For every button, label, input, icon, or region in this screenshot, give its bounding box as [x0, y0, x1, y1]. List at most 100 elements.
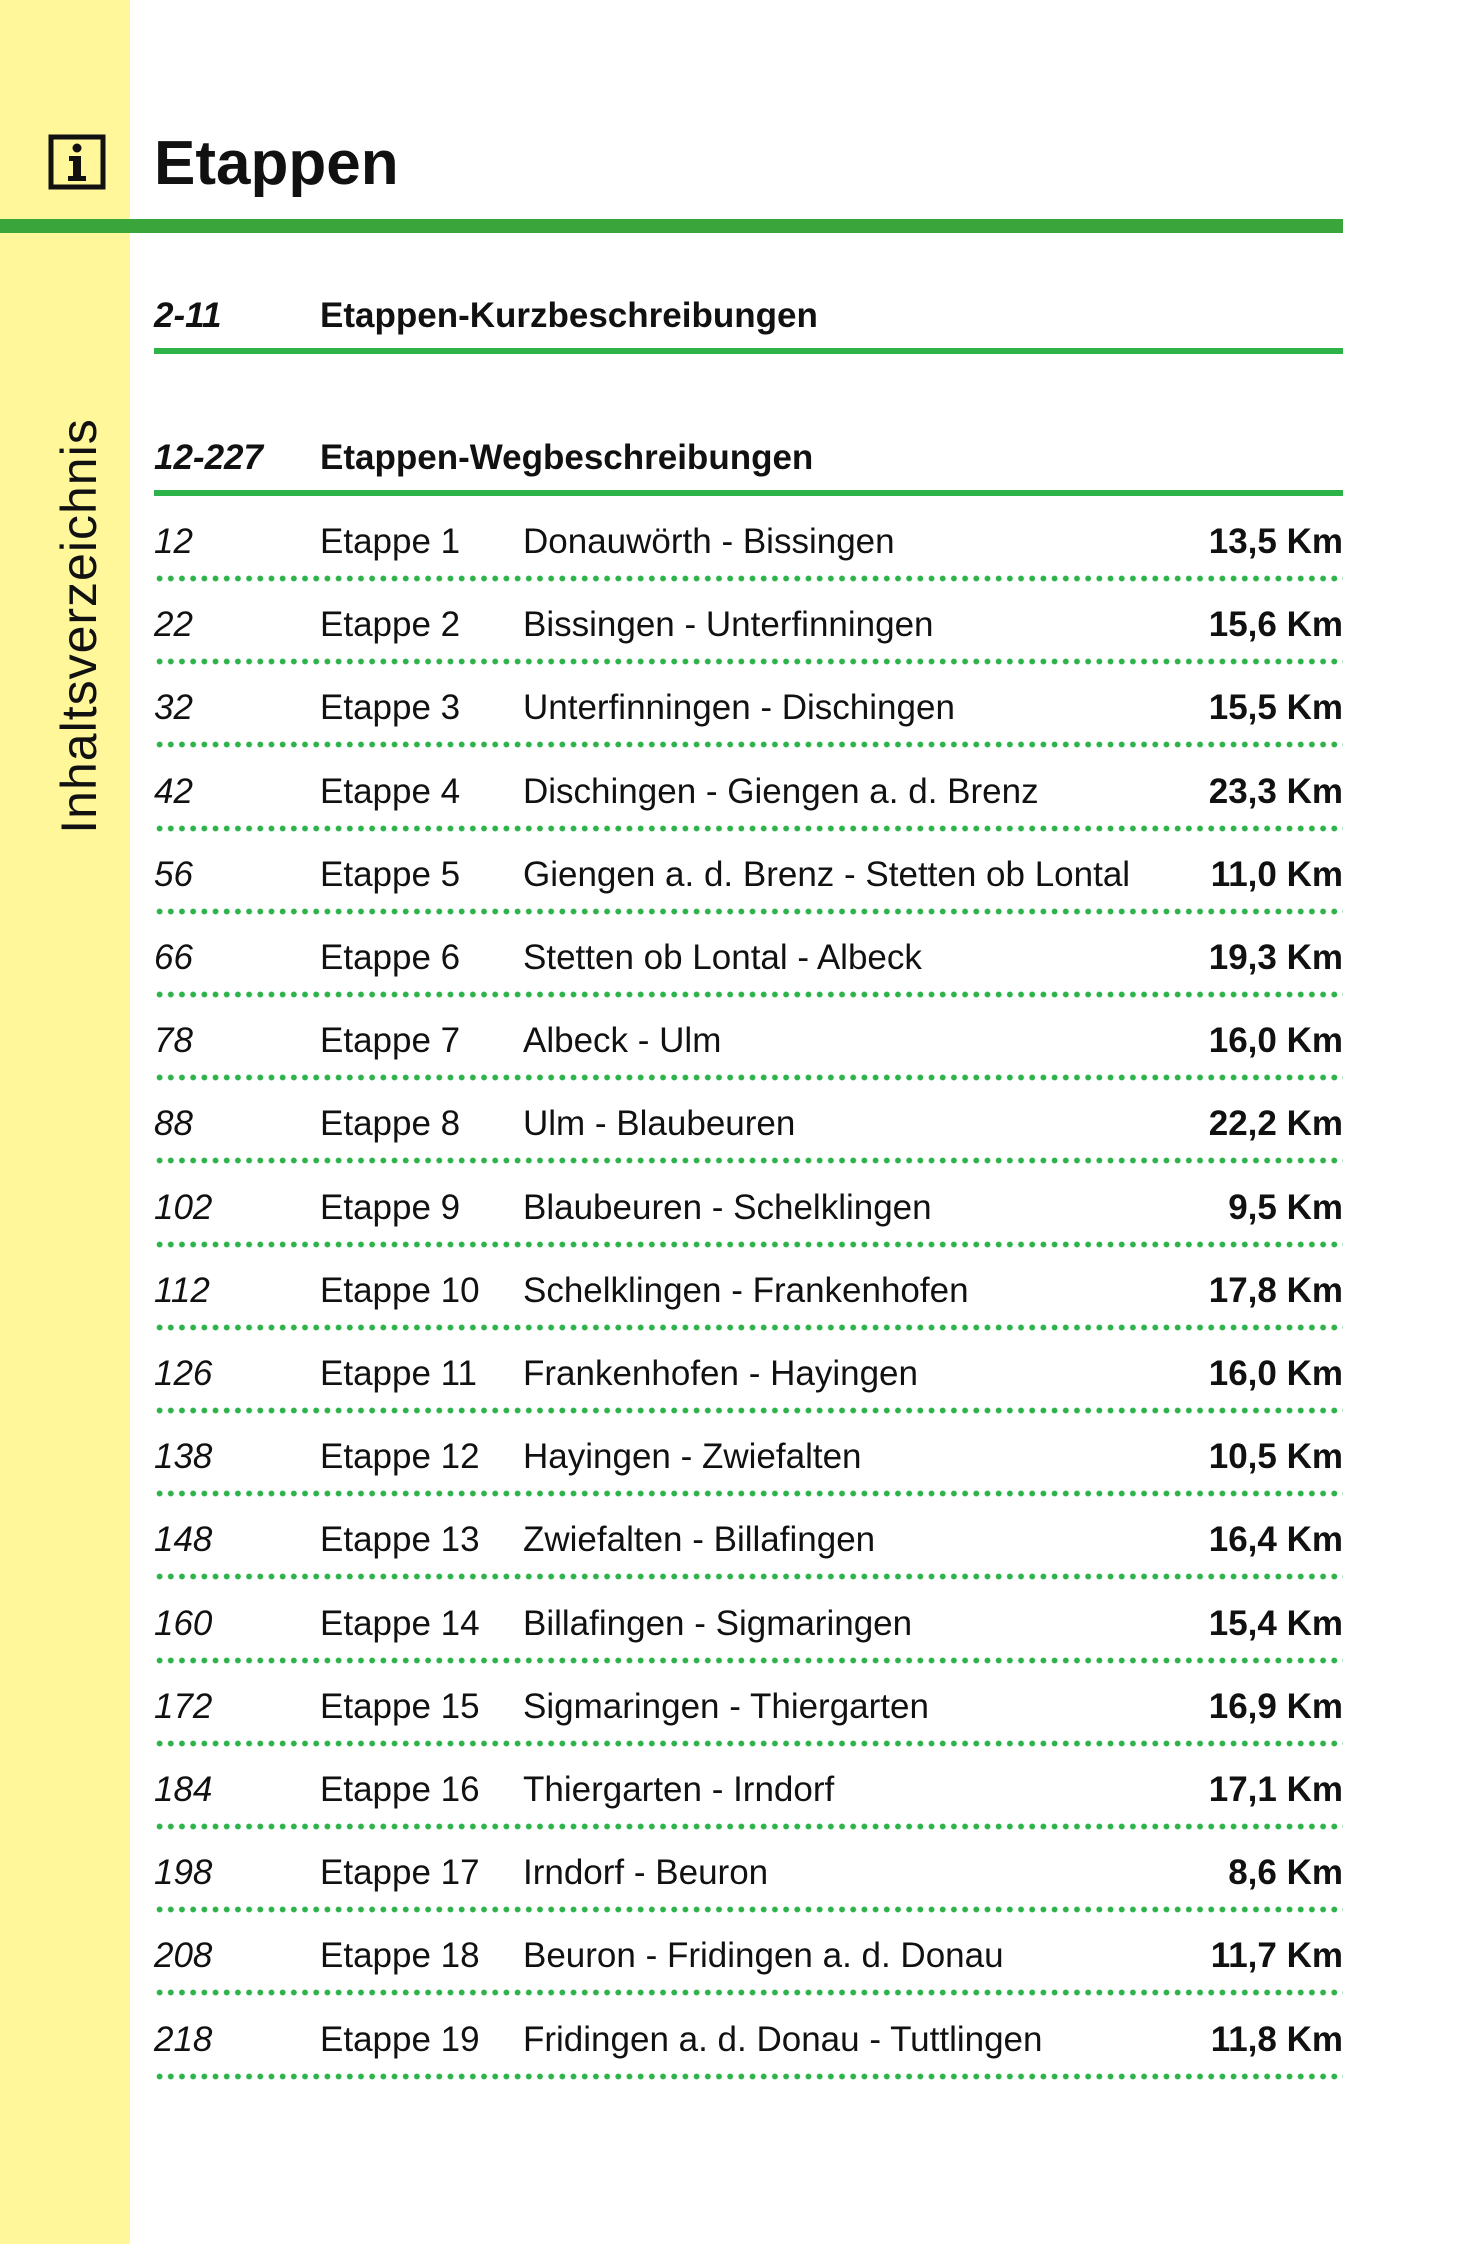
row-divider: [154, 575, 1343, 582]
row-divider: [154, 1573, 1343, 1581]
sidebar-label: Inhaltsverzeichnis: [51, 418, 107, 834]
section-rule: [154, 490, 1343, 496]
row-divider: [154, 1240, 1343, 1248]
distance: 16,4 Km: [1208, 1520, 1343, 1560]
route: Schelklingen - Frankenhofen: [523, 1270, 969, 1310]
row-divider: [154, 1656, 1343, 1664]
stage: Etappe 14: [320, 1603, 480, 1643]
route: Irndorf - Beuron: [523, 1853, 769, 1893]
page-number: 208: [154, 1936, 213, 1976]
stage: Etappe 16: [320, 1770, 480, 1809]
page-number: 88: [154, 1104, 193, 1144]
route: Giengen a. d. Brenz - Stetten ob Lontal: [523, 854, 1131, 894]
distance: 11,7 Km: [1210, 1936, 1343, 1976]
stage: Etappe 11: [320, 1354, 477, 1393]
page-number: 138: [154, 1437, 213, 1477]
stage: Etappe 7: [320, 1021, 461, 1061]
route: Thiergarten - Irndorf: [523, 1770, 835, 1809]
stage: Etappe 2: [320, 605, 461, 645]
section-rule: [154, 348, 1343, 354]
distance: 17,1 Km: [1208, 1770, 1343, 1809]
distance: 15,6 Km: [1208, 605, 1343, 645]
stage: Etappe 18: [320, 1936, 480, 1976]
stage: Etappe 9: [320, 1187, 461, 1227]
route: Donauwörth - Bissingen: [523, 522, 895, 561]
page-number: 172: [154, 1686, 213, 1726]
row-divider: [154, 1407, 1343, 1414]
distance: 23,3 Km: [1208, 771, 1343, 811]
section-pages: 2-11: [154, 296, 222, 335]
route: Hayingen - Zwiefalten: [523, 1437, 862, 1477]
page-number: 148: [154, 1520, 213, 1560]
page-number: 56: [154, 854, 193, 894]
stage: Etappe 4: [320, 771, 461, 811]
distance: 11,8 Km: [1210, 2019, 1343, 2059]
row-divider: [154, 741, 1343, 749]
row-divider: [154, 991, 1343, 998]
route: Bissingen - Unterfinningen: [523, 605, 934, 645]
route: Sigmaringen - Thiergarten: [523, 1686, 929, 1726]
distance: 9,5 Km: [1228, 1187, 1343, 1227]
sidebar: Inhaltsverzeichnis: [0, 0, 130, 2244]
distance: 16,9 Km: [1208, 1686, 1343, 1726]
stage: Etappe 3: [320, 688, 461, 728]
page-number: 32: [154, 688, 193, 728]
stage: Etappe 6: [320, 938, 461, 977]
route: Beuron - Fridingen a. d. Donau: [523, 1936, 1004, 1976]
stage: Etappe 13: [320, 1520, 480, 1560]
route: Frankenhofen - Hayingen: [523, 1354, 918, 1393]
page-number: 66: [154, 938, 193, 977]
row-divider: [154, 1490, 1343, 1498]
page-number: 12: [154, 522, 193, 561]
row-divider: [154, 1323, 1343, 1331]
page-number: 22: [154, 605, 193, 645]
route: Unterfinningen - Dischingen: [523, 688, 955, 728]
row-divider: [154, 1906, 1343, 1914]
distance: 17,8 Km: [1208, 1270, 1343, 1310]
route: Blaubeuren - Schelklingen: [523, 1187, 932, 1227]
row-divider: [154, 907, 1343, 915]
row-divider: [154, 1157, 1343, 1165]
route: Albeck - Ulm: [523, 1021, 722, 1061]
page-number: 112: [154, 1270, 210, 1310]
route: Zwiefalten - Billafingen: [523, 1520, 876, 1560]
page-title: Etappen: [154, 129, 399, 198]
distance: 15,4 Km: [1208, 1603, 1343, 1643]
page-number: 42: [154, 771, 193, 811]
distance: 19,3 Km: [1208, 938, 1343, 977]
row-divider: [154, 1074, 1343, 1082]
distance: 16,0 Km: [1208, 1354, 1343, 1393]
distance: 11,0 Km: [1210, 854, 1343, 894]
route: Stetten ob Lontal - Albeck: [523, 938, 922, 977]
row-divider: [154, 824, 1343, 832]
row-divider: [154, 1739, 1343, 1747]
stage: Etappe 17: [320, 1853, 480, 1893]
route: Ulm - Blaubeuren: [523, 1104, 796, 1144]
distance: 15,5 Km: [1208, 688, 1343, 728]
page-number: 126: [154, 1354, 213, 1393]
stage: Etappe 12: [320, 1437, 480, 1477]
page-number: 102: [154, 1187, 213, 1227]
distance: 13,5 Km: [1208, 522, 1343, 561]
row-divider: [154, 1823, 1343, 1830]
distance: 10,5 Km: [1208, 1437, 1343, 1477]
distance: 22,2 Km: [1208, 1104, 1343, 1144]
route: Dischingen - Giengen a. d. Brenz: [523, 771, 1039, 811]
title-rule: [0, 219, 1343, 233]
route: Fridingen a. d. Donau - Tuttlingen: [523, 2019, 1043, 2059]
stage: Etappe 10: [320, 1270, 480, 1310]
stage: Etappe 8: [320, 1104, 461, 1144]
page-number: 160: [154, 1603, 213, 1643]
section-title: Etappen-Kurzbeschreibungen: [320, 296, 818, 335]
page-number: 78: [154, 1021, 193, 1061]
distance: 8,6 Km: [1228, 1853, 1343, 1893]
page-number: 218: [154, 2019, 213, 2059]
row-divider: [154, 658, 1343, 666]
row-divider: [154, 2072, 1343, 2080]
row-divider: [154, 1989, 1343, 1997]
distance: 16,0 Km: [1208, 1021, 1343, 1061]
section-pages: 12-227: [154, 438, 263, 477]
stage: Etappe 1: [320, 522, 461, 561]
stage: Etappe 19: [320, 2019, 480, 2059]
